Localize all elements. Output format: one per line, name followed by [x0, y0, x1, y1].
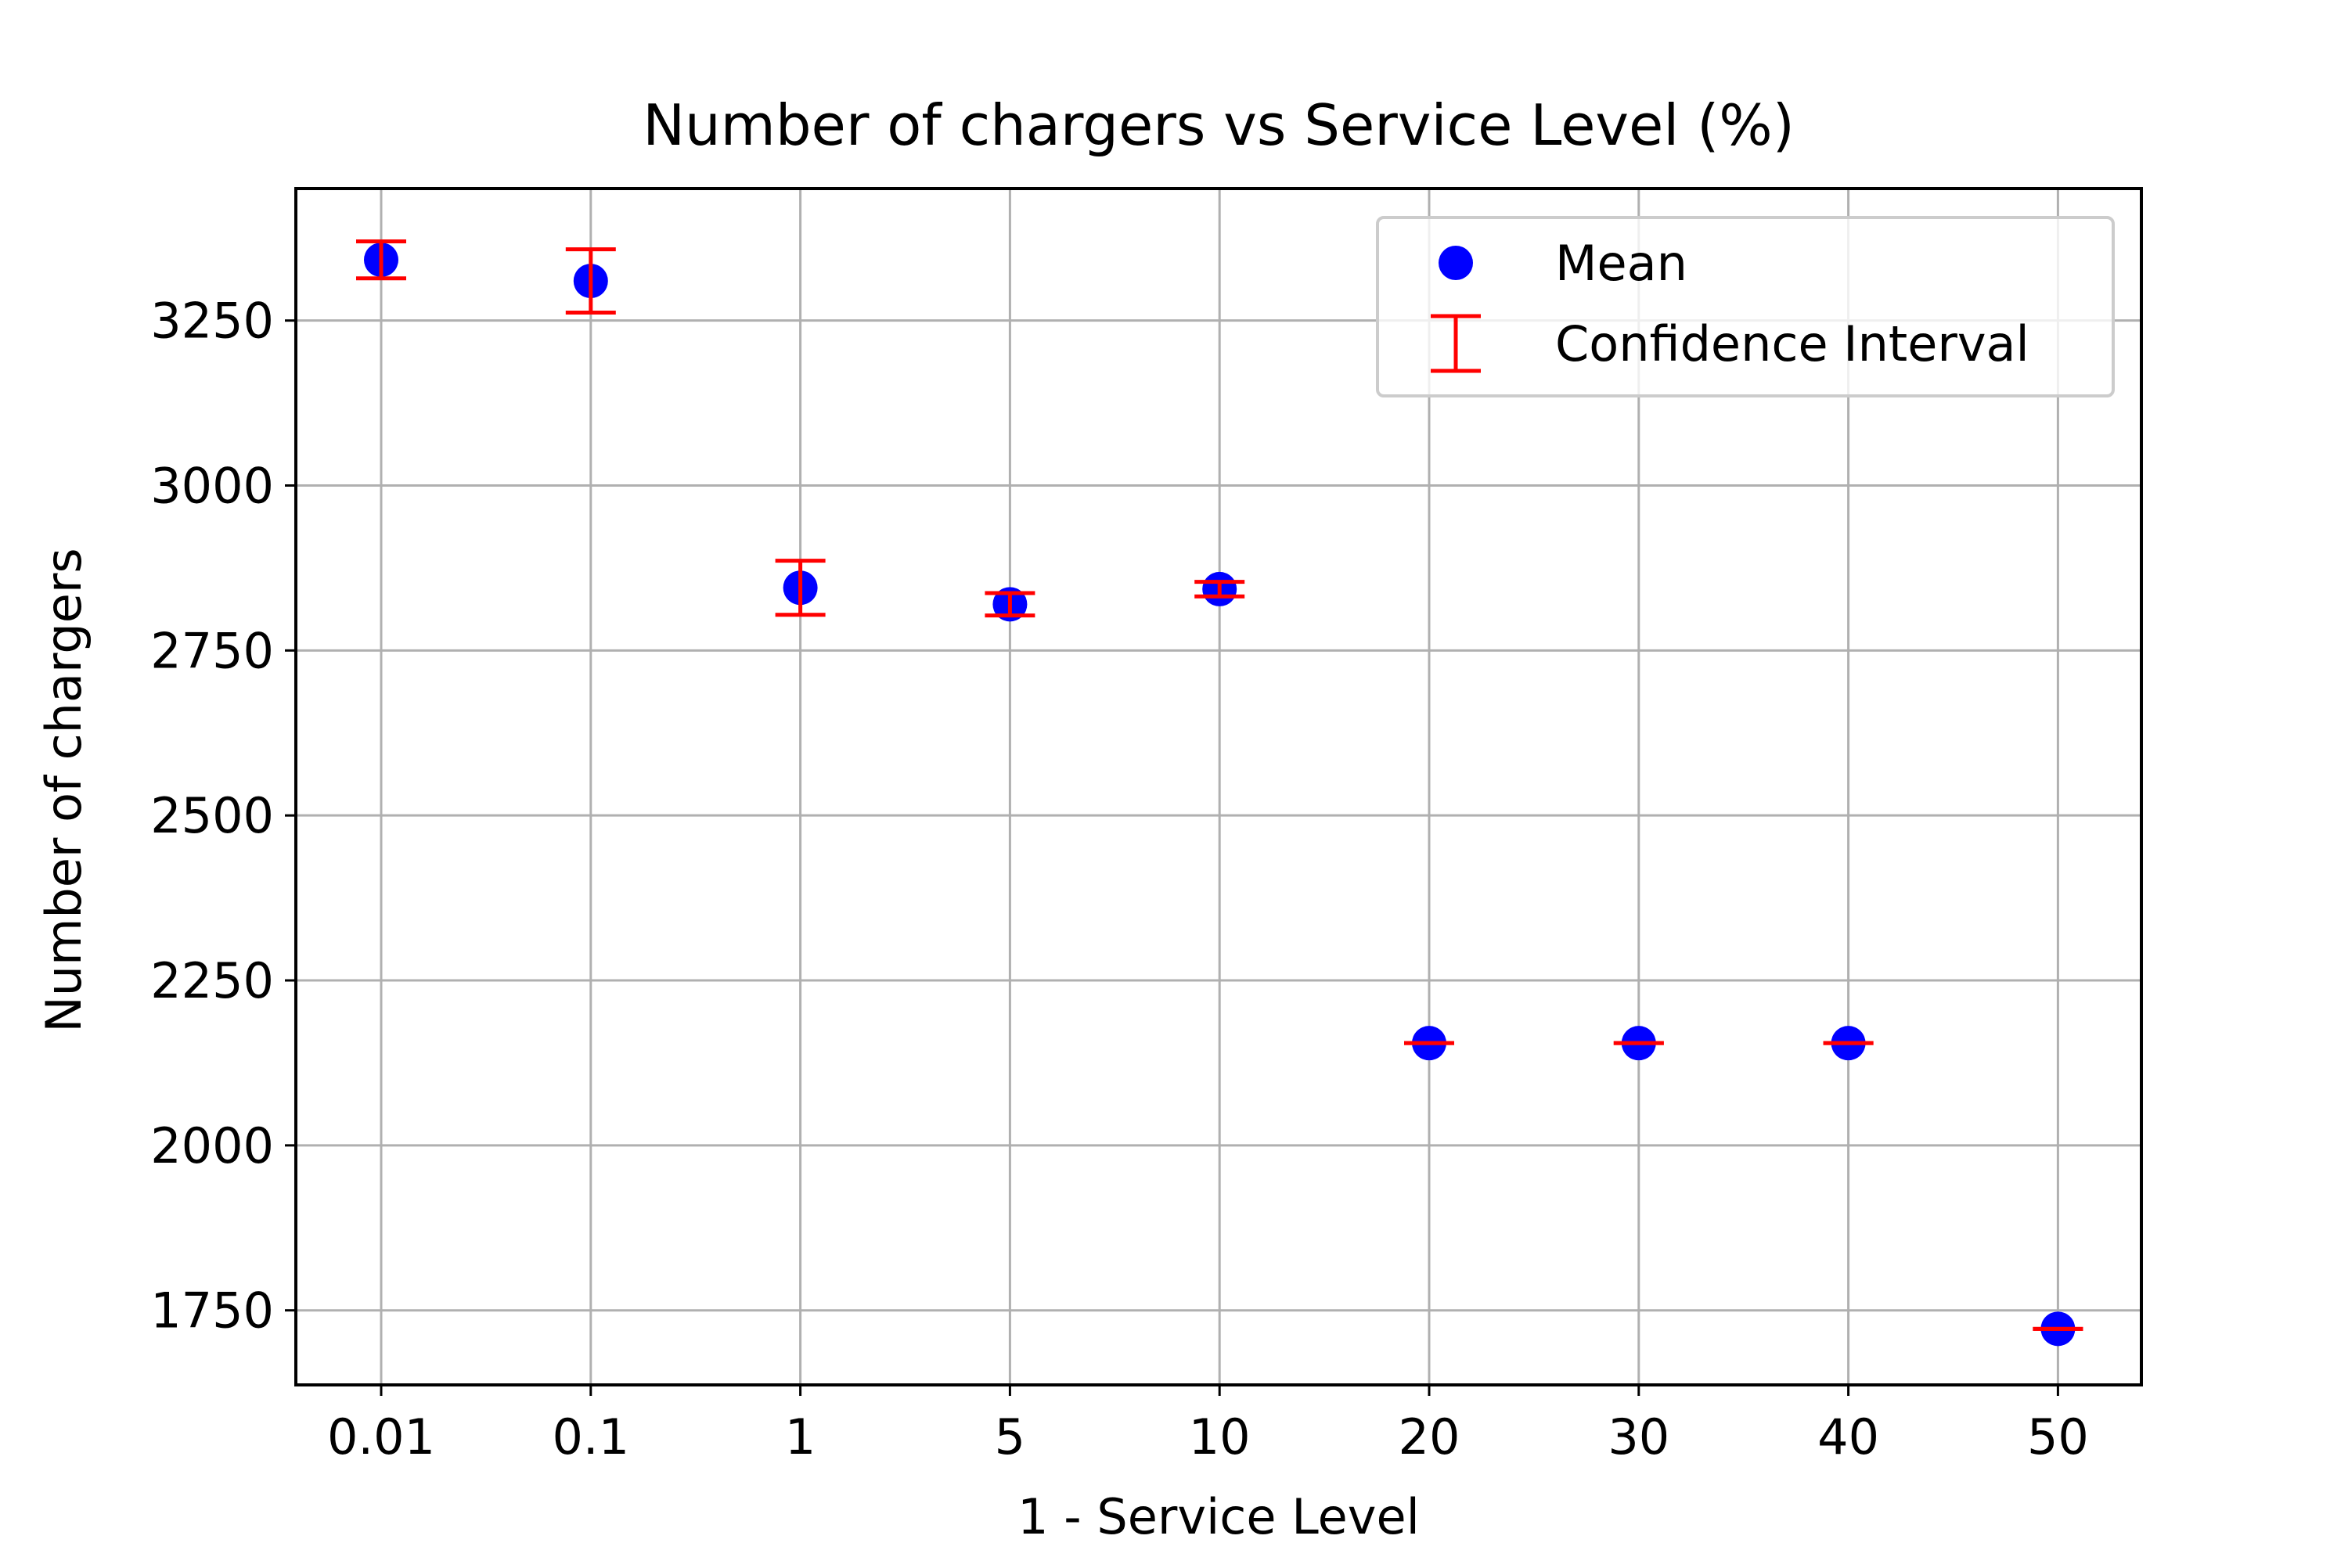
y-tick-label: 2250	[150, 952, 274, 1009]
x-tick-label: 40	[1817, 1408, 1879, 1466]
x-tick-label: 0.01	[327, 1408, 435, 1466]
y-axis-label: Number of chargers	[35, 548, 92, 1032]
x-tick-label: 1	[785, 1408, 816, 1466]
legend-ci-label: Confidence Interval	[1555, 315, 2029, 372]
y-tick-label: 3250	[150, 293, 274, 350]
axis-ticks: 0.01 0.1 1 5 10 20 30 40 50 1750 2000 2250 2500 2750 3…	[150, 293, 2089, 1466]
y-tick-label: 2500	[150, 787, 274, 844]
x-tick-label: 50	[2027, 1408, 2089, 1466]
plot-marks	[356, 239, 2083, 1347]
chart-title: Number of chargers vs Service Level (%)	[643, 92, 1795, 158]
legend-mean-label: Mean	[1555, 235, 1687, 292]
x-tick-label: 10	[1189, 1408, 1251, 1466]
x-axis-label: 1 - Service Level	[1017, 1488, 1420, 1545]
y-tick-label: 1750	[150, 1282, 274, 1340]
y-tick-label: 2750	[150, 622, 274, 679]
y-tick-label: 2000	[150, 1117, 274, 1174]
legend-mean-marker	[1439, 246, 1473, 280]
legend-frame	[1376, 216, 2115, 397]
x-tick-label: 0.1	[552, 1408, 629, 1466]
y-tick-label: 3000	[150, 458, 274, 515]
x-tick-label: 30	[1608, 1408, 1669, 1466]
legend: Mean Confidence Interval	[1376, 216, 2115, 397]
x-tick-label: 5	[995, 1408, 1025, 1466]
x-tick-label: 20	[1399, 1408, 1460, 1466]
